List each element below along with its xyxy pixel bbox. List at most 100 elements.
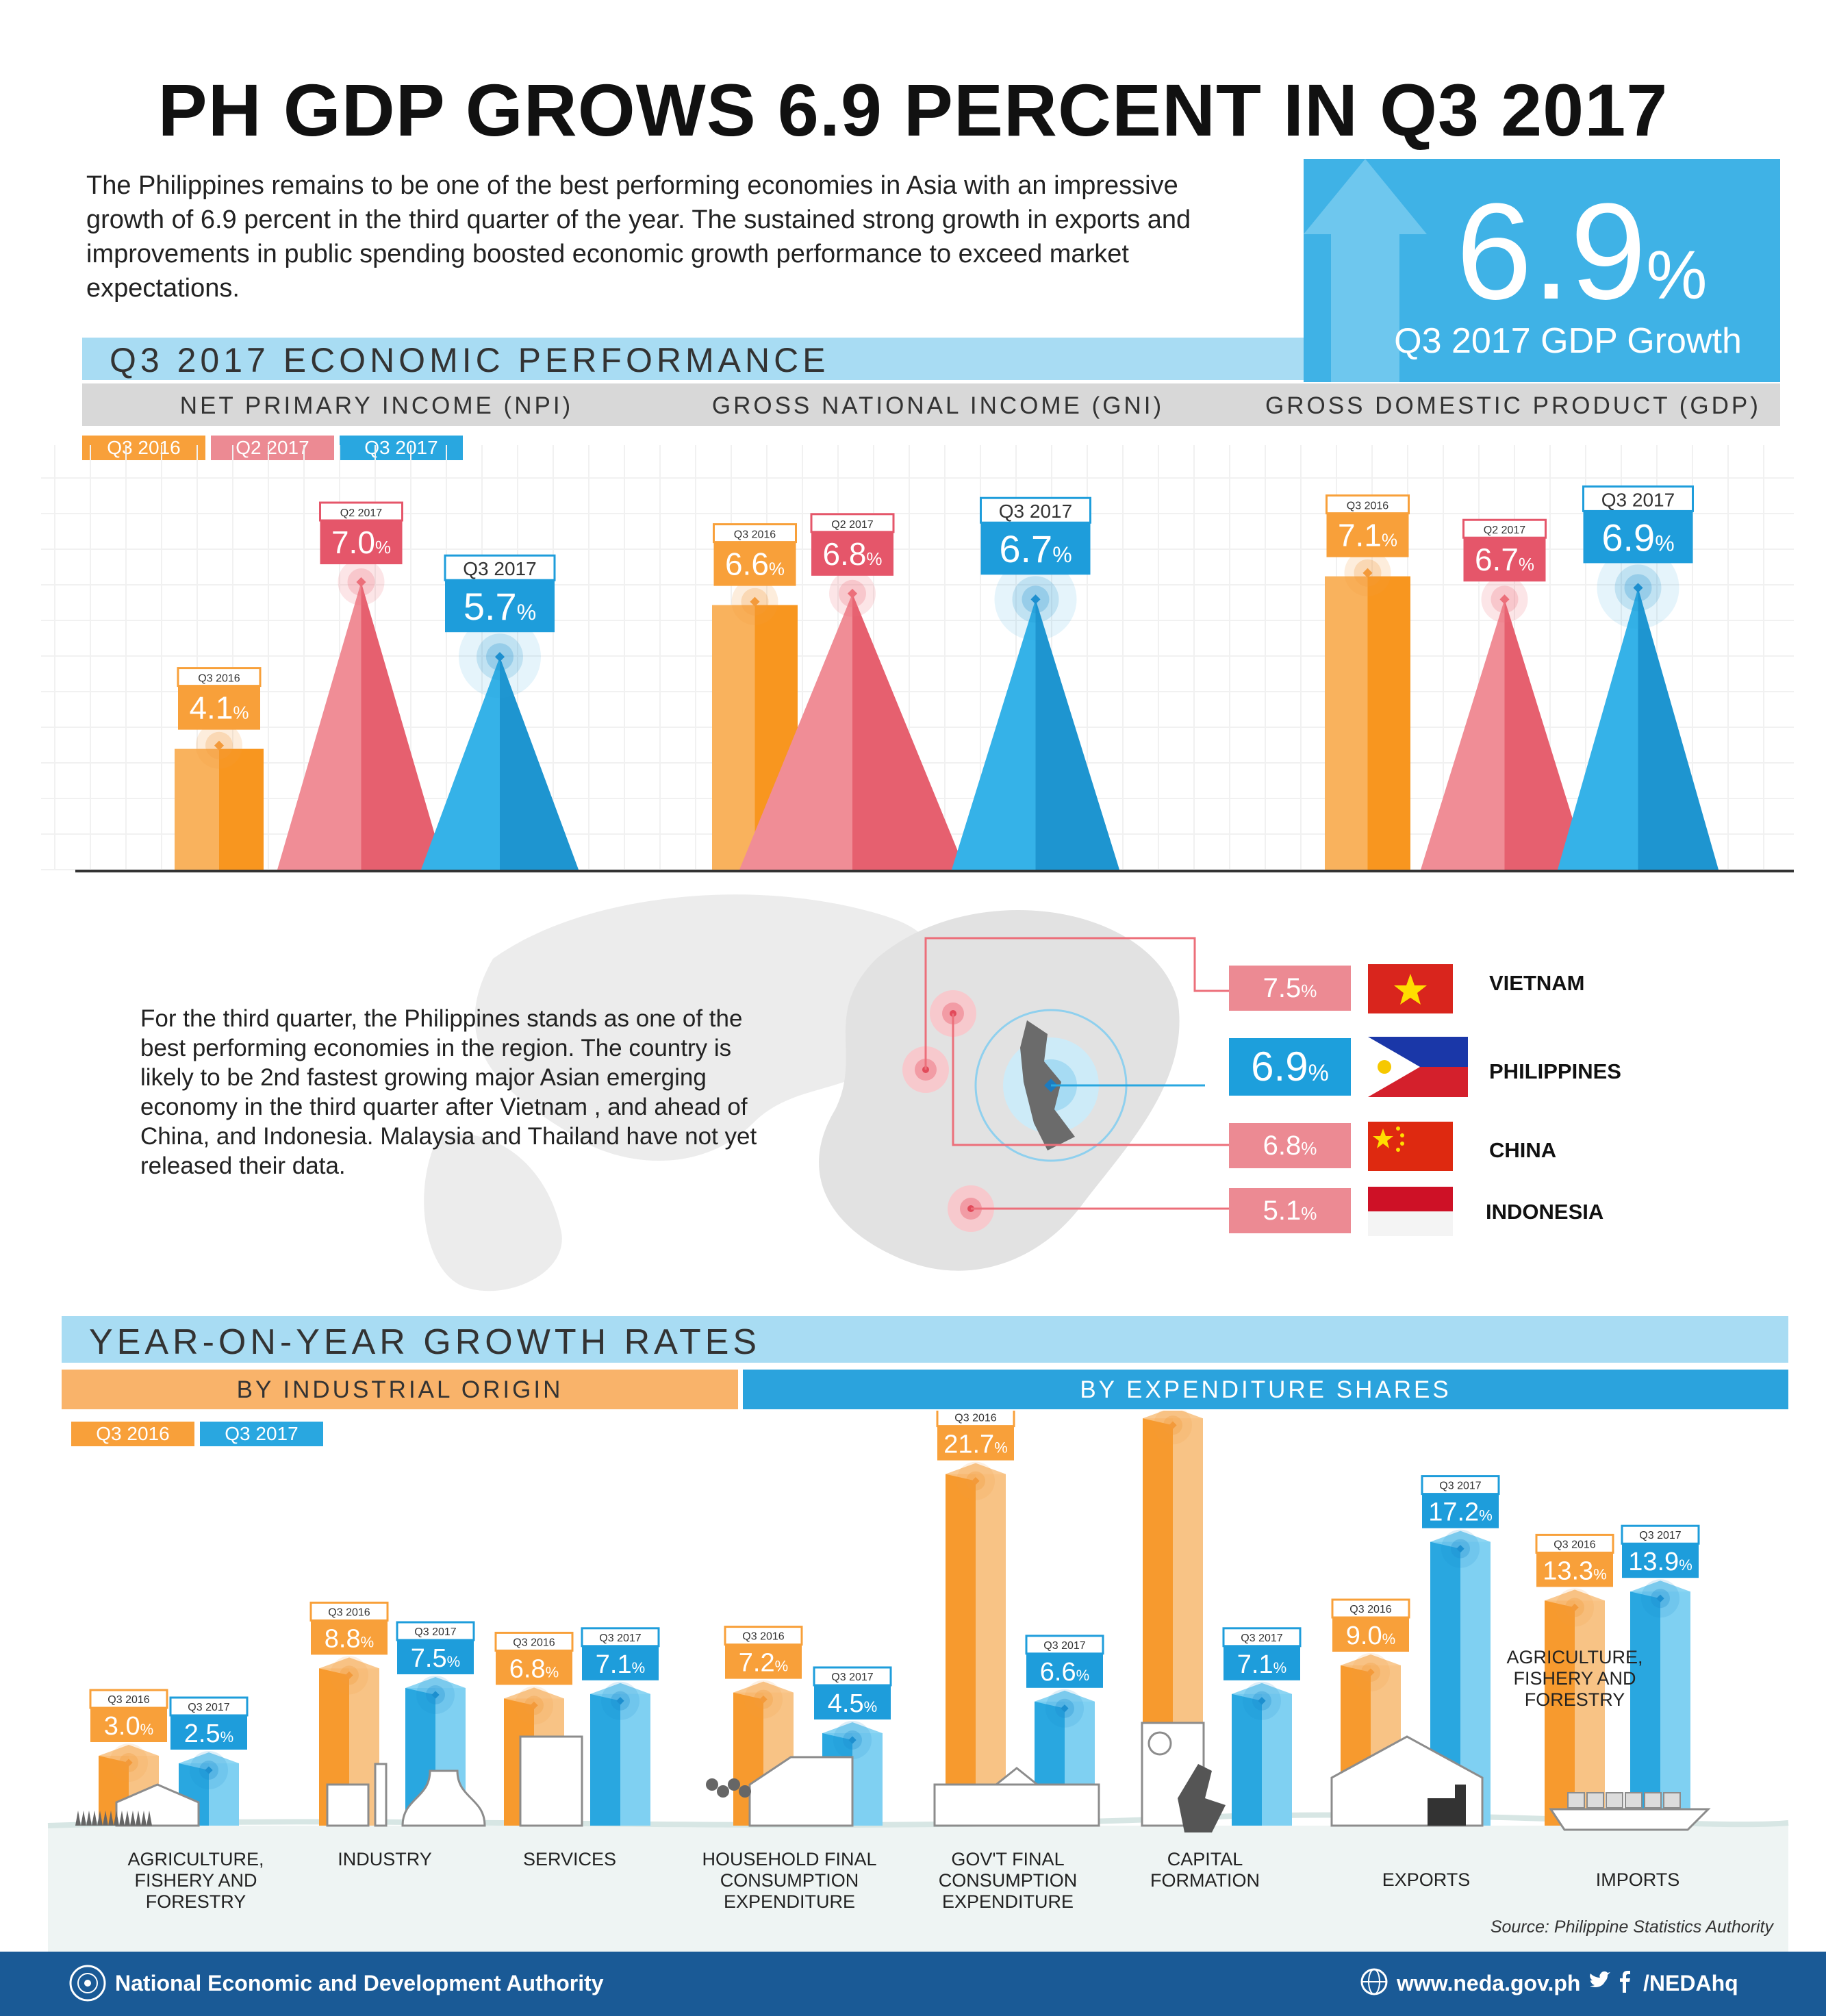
up-arrow-icon [1304, 159, 1427, 382]
neda-seal-icon [69, 1965, 106, 2002]
indonesia-value: 5.1% [1229, 1188, 1351, 1233]
category-label-1: INDUSTRY [282, 1849, 487, 1870]
headline-box [1304, 159, 1780, 382]
category-label-line: CONSUMPTION [720, 1870, 859, 1891]
intro-text: The Philippines remains to be one of the… [86, 171, 1191, 303]
category-label-line: AGRICULTURE, [127, 1849, 264, 1869]
legend-q3-2016: Q3 2016 [82, 436, 205, 460]
yoy-title: YEAR-ON-YEAR GROWTH RATES [89, 1322, 761, 1362]
category-label-line: EXPENDITURE [723, 1891, 856, 1912]
category-label-line: FISHERY AND [134, 1870, 257, 1891]
category-label-line: EXPENDITURE [941, 1891, 1074, 1912]
footer-website[interactable]: www.neda.gov.ph [1397, 1971, 1581, 1995]
philippines-value: 6.9% [1229, 1038, 1351, 1096]
facebook-icon[interactable] [1620, 1971, 1630, 1993]
philippines-name: PHILIPPINES [1489, 1059, 1621, 1083]
yoy-label-q3-2016-1-tag: Q3 2016 [328, 1606, 370, 1618]
legend-q2-2017: Q2 2017 [211, 436, 334, 460]
category-label-5: CAPITAL FORMATION [1102, 1849, 1308, 1891]
npi-label: NET PRIMARY INCOME (NPI) [179, 392, 574, 419]
yoy-bar-q3-2017-5 [1232, 1693, 1262, 1826]
footer-org: National Economic and Development Author… [115, 1971, 604, 1995]
twitter-icon[interactable] [1590, 1971, 1610, 1987]
yoy-label-q3-2017-6-tag: Q3 2017 [1439, 1480, 1481, 1492]
vietnam-flag-icon [1368, 964, 1453, 1013]
footer-social-handle[interactable]: /NEDAhq [1643, 1971, 1738, 1995]
yoy-label-q3-2017-4-tag: Q3 2017 [1043, 1640, 1085, 1652]
category-label-line: FORESTRY [145, 1891, 246, 1912]
perf-label-q3-2016-2: Q3 2016 7.1% [1326, 494, 1410, 557]
category-label-4: GOV'T FINAL CONSUMPTION EXPENDITURE [905, 1849, 1111, 1913]
perf-label-q2-2017-2-tag: Q2 2017 [1484, 525, 1525, 536]
region-text: For the third quarter, the Philippines s… [140, 1005, 757, 1179]
perf-triangle-q3-2017-2 [1558, 588, 1638, 870]
yoy-ground [48, 1826, 1788, 1952]
hand-pointer-icon [1178, 1764, 1226, 1832]
perf-triangle-q3-2017-1 [952, 599, 1036, 870]
social-icons[interactable] [1587, 1968, 1639, 1995]
category-label-line: FORMATION [1150, 1870, 1260, 1891]
yoy-label-q3-2016-2-tag: Q3 2016 [513, 1637, 555, 1648]
cooling-tower-icon [401, 1769, 486, 1827]
category-label-line: HOUSEHOLD FINAL [702, 1849, 877, 1869]
imports-overlay-label: AGRICULTURE, FISHERY AND FORESTRY [1506, 1647, 1643, 1710]
yoy-bar-q3-2016-4 [946, 1474, 976, 1826]
yoy-label-q3-2017-1-tag: Q3 2017 [414, 1626, 456, 1638]
category-label-0: AGRICULTURE, FISHERY AND FORESTRY [93, 1849, 299, 1913]
perf-bar-q3-2016-2 [1325, 576, 1368, 870]
perf-label-q2-2017-1-value: 6.8% [822, 536, 882, 572]
yoy-label-q3-2016-2-value: 6.8% [509, 1654, 559, 1683]
perf-label-q3-2017-2-tag: Q3 2017 [1601, 489, 1675, 510]
perf-label-q2-2017-0-value: 7.0% [331, 525, 391, 560]
page-title: PH GDP GROWS 6.9 PERCENT IN Q3 2017 [157, 68, 1669, 151]
category-label-6: EXPORTS [1323, 1869, 1529, 1891]
perf-label-q2-2017-0-tag: Q2 2017 [340, 507, 382, 519]
yoy-label-q3-2017-2-tag: Q3 2017 [599, 1633, 641, 1644]
cargo-ship-icon [1549, 1808, 1711, 1831]
indonesia-flag-icon [1368, 1187, 1453, 1236]
yoy-label-q3-2016-4-tag: Q3 2016 [954, 1413, 996, 1424]
globe-icon [1360, 1968, 1388, 1995]
expenditure-label: BY EXPENDITURE SHARES [1080, 1376, 1451, 1403]
perf-triangle-q2-2017-0 [277, 582, 362, 870]
yoy-label-q3-2016-7-tag: Q3 2016 [1554, 1539, 1595, 1550]
perf-label-q3-2016-2-value: 7.1% [1338, 518, 1397, 553]
yoy-label-q3-2016-3-tag: Q3 2016 [742, 1631, 784, 1643]
china-value: 6.8% [1229, 1123, 1351, 1168]
gdp-label: GROSS DOMESTIC PRODUCT (GDP) [1265, 392, 1761, 419]
perf-bar-q3-2016-0 [175, 748, 219, 870]
yoy-label-q3-2016-2: Q3 2016 6.8% [494, 1631, 574, 1685]
perf-label-q3-2016-0: Q3 2016 4.1% [177, 667, 262, 730]
category-label-line: CONSUMPTION [938, 1870, 1078, 1891]
headline-value: 6.9% [1456, 175, 1708, 328]
yoy-bar-q3-2017-2 [590, 1693, 620, 1826]
perf-label-q3-2016-0-tag: Q3 2016 [198, 673, 240, 685]
vietnam-value: 7.5% [1229, 966, 1351, 1011]
vietnam-name: VIETNAM [1489, 971, 1585, 995]
perf-bar-q3-2016-1 [712, 605, 755, 870]
performance-subheader-band [82, 383, 1780, 426]
yoy-label-q3-2017-5-tag: Q3 2017 [1241, 1633, 1282, 1644]
china-name: CHINA [1489, 1138, 1557, 1162]
yoy-label-q3-2017-0-value: 2.5% [184, 1719, 233, 1748]
performance-band [82, 338, 1304, 380]
yoy-bar-q3-2016-7 [1545, 1600, 1575, 1826]
industrial-label: BY INDUSTRIAL ORIGIN [236, 1376, 563, 1403]
yoy-label-q3-2016-6-tag: Q3 2016 [1349, 1604, 1391, 1615]
yoy-label-q3-2016-0-tag: Q3 2016 [107, 1694, 149, 1706]
yoy-label-q3-2017-7-value: 13.9% [1628, 1548, 1692, 1576]
source-note: Source: Philippine Statistics Authority [1490, 1917, 1773, 1937]
perf-label-q2-2017-1-tag: Q2 2017 [831, 519, 873, 531]
